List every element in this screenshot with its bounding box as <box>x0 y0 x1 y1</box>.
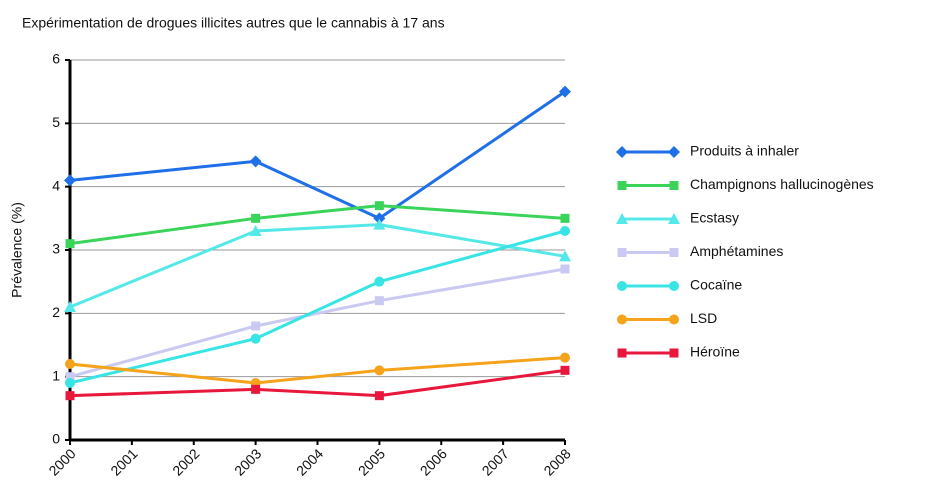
series-line <box>69 223 566 309</box>
x-tick-label: 2003 <box>231 445 264 478</box>
legend-label: Produits à inhaler <box>690 143 799 159</box>
marker <box>373 218 386 230</box>
legend-marker <box>668 213 680 224</box>
marker <box>374 296 384 306</box>
y-tick-label: 3 <box>52 241 60 257</box>
legend-marker <box>668 146 680 158</box>
marker <box>560 226 570 236</box>
marker <box>249 225 262 236</box>
legend-label: Champignons hallucinogènes <box>690 176 874 192</box>
series-line <box>69 90 566 220</box>
marker <box>65 239 75 249</box>
legend-marker <box>617 181 627 190</box>
y-tick-label: 4 <box>52 177 60 193</box>
legend-marker <box>616 213 628 224</box>
y-axis-label: Prévalence (%) <box>9 202 25 298</box>
marker <box>64 301 76 312</box>
marker <box>374 391 384 401</box>
marker <box>251 213 261 223</box>
x-tick-label: 2008 <box>540 445 573 478</box>
x-tick-label: 2007 <box>479 445 512 478</box>
marker <box>374 276 385 287</box>
marker <box>560 213 570 223</box>
legend-label: LSD <box>690 310 717 326</box>
series-line <box>69 267 566 379</box>
marker <box>560 352 570 363</box>
chart-title: Expérimentation de drogues illicites aut… <box>22 15 445 31</box>
legend-marker <box>617 281 627 291</box>
marker <box>373 212 386 225</box>
marker <box>65 391 75 401</box>
y-tick-label: 2 <box>52 304 60 320</box>
marker <box>250 333 261 344</box>
marker <box>251 321 261 331</box>
marker <box>65 378 75 388</box>
marker <box>374 365 385 376</box>
marker <box>559 250 571 262</box>
marker <box>560 264 570 274</box>
legend-label: Amphétamines <box>690 243 783 259</box>
series-line <box>69 356 566 385</box>
legend-marker <box>669 314 679 325</box>
y-tick-label: 1 <box>52 367 60 383</box>
legend-marker <box>617 314 627 325</box>
marker <box>64 174 76 187</box>
marker <box>65 359 75 369</box>
marker <box>65 372 75 382</box>
legend-label: Ecstasy <box>690 210 739 226</box>
x-tick-label: 2002 <box>169 445 202 478</box>
marker <box>560 365 570 375</box>
legend-marker <box>617 248 627 257</box>
x-tick-label: 2004 <box>293 445 326 478</box>
series-line <box>69 368 566 398</box>
legend-label: Cocaïne <box>690 277 742 293</box>
legend-label: Héroïne <box>690 344 740 360</box>
marker <box>559 85 571 98</box>
marker <box>251 384 261 394</box>
legend-marker <box>616 146 628 158</box>
x-tick-label: 2001 <box>107 445 140 478</box>
y-tick-label: 6 <box>52 51 60 67</box>
legend-marker <box>669 348 679 358</box>
legend-marker <box>669 248 679 257</box>
y-tick-label: 0 <box>52 431 60 447</box>
legend-marker <box>669 281 679 291</box>
x-tick-label: 2006 <box>417 445 450 478</box>
x-tick-label: 2000 <box>45 445 78 478</box>
x-tick-label: 2005 <box>355 445 388 478</box>
legend-marker <box>669 181 679 190</box>
series-line <box>69 229 566 385</box>
series-line <box>69 204 566 246</box>
legend-marker <box>617 348 627 358</box>
y-tick-label: 5 <box>52 114 60 130</box>
marker <box>249 155 262 168</box>
marker <box>374 201 384 211</box>
